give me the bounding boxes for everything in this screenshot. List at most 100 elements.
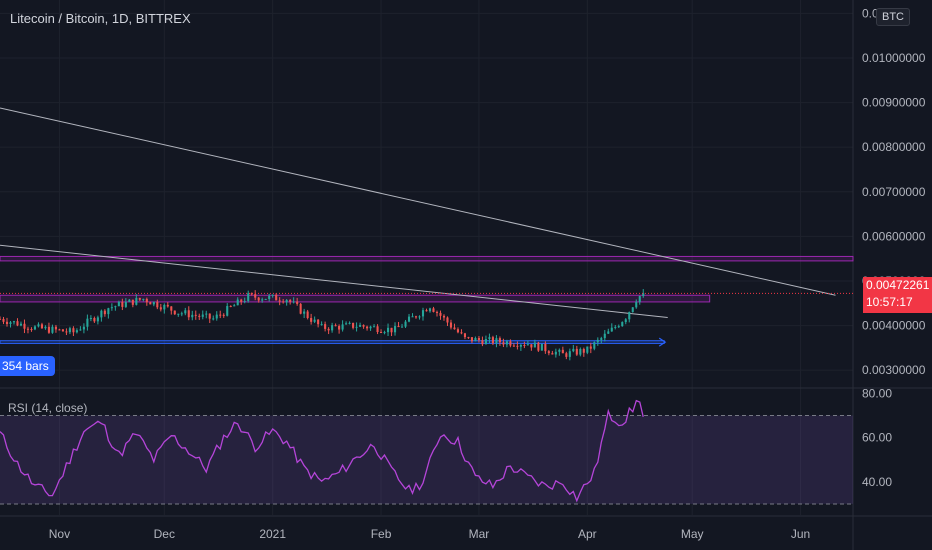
candle-body (526, 344, 529, 346)
price-tick-label: 0.00900000 (862, 96, 926, 110)
candle-body (40, 324, 43, 329)
time-tick-label: May (681, 527, 704, 541)
candle-body (439, 312, 442, 316)
candle-body (257, 297, 260, 301)
candle-body (407, 316, 411, 322)
candle-body (289, 300, 292, 302)
candle-body (299, 303, 302, 314)
candle-body (411, 316, 414, 318)
candle-body (187, 310, 190, 318)
candle-body (324, 324, 327, 329)
candle-body (481, 340, 484, 345)
candle-body (512, 345, 515, 347)
candle-body (393, 326, 397, 333)
candle-body (628, 311, 631, 320)
candle-body (61, 329, 64, 332)
candle-body (491, 337, 494, 344)
candle-body (631, 307, 634, 312)
candle-body (397, 326, 400, 328)
candle-body (310, 317, 313, 322)
candle-body (82, 326, 85, 330)
rsi-tick-label: 40.00 (862, 475, 892, 489)
candle-body (30, 329, 33, 331)
candle-body (121, 301, 124, 307)
candle-body (488, 337, 491, 340)
candle-body (369, 326, 372, 329)
candle-body (240, 299, 243, 302)
candle-body (484, 339, 487, 345)
candle-body (373, 326, 376, 328)
candle-body (607, 331, 610, 334)
candle-body (453, 327, 456, 330)
candle-body (124, 301, 127, 307)
time-tick-label: Mar (469, 527, 490, 541)
candle-body (184, 310, 187, 314)
candle-body (37, 324, 40, 327)
candle-body (2, 318, 5, 322)
candle-body (5, 321, 9, 325)
time-tick-label: Feb (371, 527, 392, 541)
rsi-title[interactable]: RSI (14, close) (8, 401, 88, 415)
candle-body (502, 342, 505, 345)
candle-body (156, 301, 159, 308)
candle-body (128, 299, 131, 302)
candle-body (383, 332, 386, 334)
symbol-title[interactable]: Litecoin / Bitcoin, 1D, BITTREX (10, 11, 191, 26)
candle-body (533, 342, 536, 348)
candle-body (558, 349, 561, 352)
candle-body (229, 306, 232, 308)
candle-body (348, 322, 351, 324)
price-tick-label: 0.01000000 (862, 51, 926, 65)
resistance-zone (0, 294, 711, 303)
candle-body (610, 327, 613, 332)
candle-body (603, 333, 606, 339)
candle-body (12, 321, 16, 323)
candle-body (642, 293, 645, 297)
candle-body (467, 337, 470, 339)
candle-body (47, 326, 50, 333)
candle-body (327, 328, 330, 331)
candle-body (208, 313, 211, 319)
candle-body (170, 306, 173, 311)
candle-body (215, 314, 218, 319)
candle-body (345, 323, 348, 325)
candle-body (495, 338, 498, 344)
candle-body (26, 328, 30, 330)
candle-body (93, 318, 96, 322)
time-tick-label: Nov (49, 527, 70, 541)
candle-body (638, 296, 641, 303)
price-tick-label: 0.00600000 (862, 229, 926, 243)
trendline (0, 107, 836, 296)
last-price-label: 0.00472261 10:57:17 (863, 277, 932, 313)
candle-body (404, 321, 407, 327)
candle-body (72, 328, 75, 333)
candle-body (338, 326, 341, 330)
candle-body (442, 315, 446, 318)
candle-body (470, 337, 473, 342)
candle-body (278, 300, 281, 302)
candle-body (463, 333, 467, 338)
candle-body (33, 326, 37, 330)
candle-body (243, 300, 246, 302)
candle-body (261, 299, 264, 301)
rsi-band-fill (0, 415, 853, 504)
candle-body (145, 298, 148, 303)
candle-body (421, 310, 425, 317)
candle-body (100, 310, 103, 318)
bars-count-badge[interactable]: 354 bars (0, 356, 55, 376)
candle-body (303, 311, 306, 314)
candle-body (359, 325, 362, 327)
candle-body (390, 327, 393, 333)
candle-body (572, 348, 575, 352)
candle-body (54, 326, 57, 330)
candle-body (75, 330, 78, 333)
candle-body (621, 322, 624, 327)
currency-badge[interactable]: BTC (876, 8, 910, 26)
candle-body (306, 311, 309, 318)
candle-body (561, 349, 564, 354)
candle-body (334, 325, 337, 327)
candle-body (254, 294, 257, 298)
time-tick-label: Jun (791, 527, 810, 541)
candle-body (159, 307, 162, 310)
